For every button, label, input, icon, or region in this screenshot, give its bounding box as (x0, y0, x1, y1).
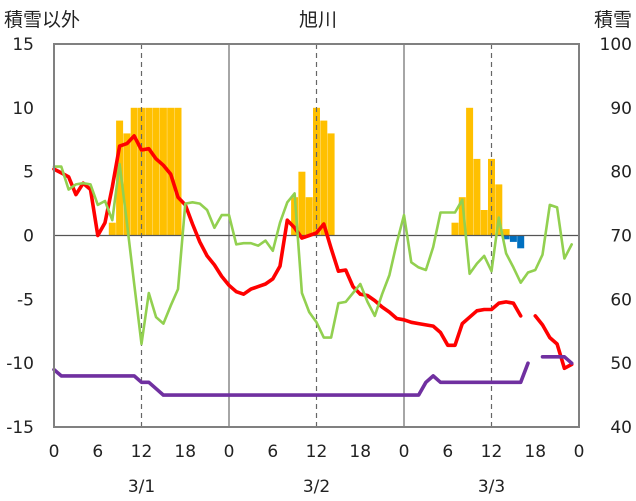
bar-0-15 (327, 133, 335, 236)
right-tick-label-2: 60 (610, 290, 632, 310)
day-label-2: 3/3 (478, 477, 505, 497)
x-tick-label-2: 12 (131, 442, 153, 462)
x-tick-label-8: 0 (399, 442, 410, 462)
bar-0-2 (123, 133, 131, 236)
bar-0-7 (159, 107, 167, 236)
bar-0-23 (502, 229, 510, 236)
bar-0-6 (152, 107, 160, 236)
x-tick-label-11: 18 (524, 442, 546, 462)
left-tick-label-6: 15 (12, 35, 34, 55)
line-series-2 (52, 355, 574, 397)
left-tick-label-4: 5 (23, 163, 34, 183)
bar-0-1 (116, 120, 124, 236)
bar-0-5 (145, 107, 153, 236)
bar-0-12 (305, 197, 313, 236)
left-tick-label-2: -5 (17, 290, 34, 310)
bar-0-22 (495, 184, 503, 236)
bar-0-11 (298, 171, 306, 236)
bar-0-9 (174, 107, 182, 236)
right-tick-label-5: 90 (610, 99, 632, 119)
day-label-1: 3/2 (303, 477, 330, 497)
series-lines-layer (52, 134, 574, 397)
bar-0-10 (291, 197, 299, 236)
left-axis-title: 積雪以外 (4, 9, 80, 31)
x-tick-label-7: 18 (349, 442, 371, 462)
x-tick-label-10: 12 (481, 442, 503, 462)
left-tick-label-0: -15 (6, 418, 34, 438)
line-series-0 (52, 134, 574, 371)
bar-0-3 (130, 107, 138, 236)
bar-0-0 (108, 222, 116, 236)
right-tick-label-3: 70 (610, 227, 632, 247)
left-tick-label-5: 10 (12, 99, 34, 119)
bar-1-1 (509, 235, 517, 242)
x-tick-label-9: 6 (442, 442, 453, 462)
x-tick-label-1: 6 (92, 442, 103, 462)
right-tick-label-0: 40 (610, 418, 632, 438)
bar-0-14 (320, 120, 328, 236)
day-label-0: 3/1 (128, 477, 155, 497)
x-tick-label-6: 12 (306, 442, 328, 462)
bar-1-0 (502, 235, 510, 240)
right-tick-label-1: 50 (610, 354, 632, 374)
chart-title: 旭川 (299, 9, 337, 31)
bar-0-20 (480, 210, 488, 236)
x-tick-label-3: 18 (174, 442, 196, 462)
x-tick-label-12: 0 (574, 442, 585, 462)
bar-0-16 (451, 222, 459, 236)
left-tick-label-3: 0 (23, 227, 34, 247)
x-tick-label-5: 6 (267, 442, 278, 462)
x-tick-label-0: 0 (49, 442, 60, 462)
plot-frame (53, 43, 580, 428)
bar-0-17 (458, 197, 466, 236)
right-axis-title: 積雪 (594, 9, 632, 31)
bar-0-18 (466, 107, 474, 236)
bar-1-2 (517, 235, 525, 249)
line-series-1 (52, 162, 573, 346)
right-tick-label-6: 100 (600, 35, 632, 55)
right-tick-label-4: 80 (610, 163, 632, 183)
bar-0-19 (473, 158, 481, 236)
x-tick-label-4: 0 (224, 442, 235, 462)
left-tick-label-1: -10 (6, 354, 34, 374)
